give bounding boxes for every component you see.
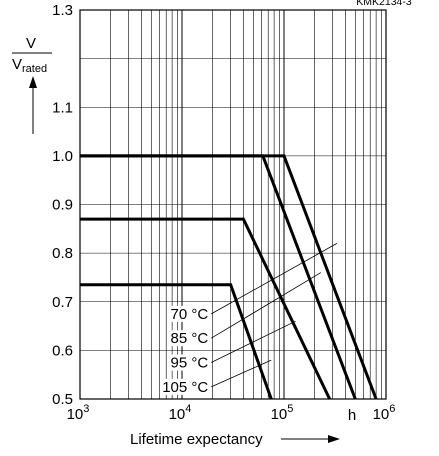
series-label: 85 °C [171, 330, 209, 347]
annotation-leader-line [211, 243, 338, 315]
x-tick-labels: 103 104 105 106 [67, 403, 396, 423]
series-line [80, 154, 378, 400]
y-tick-label: 0.5 [52, 391, 73, 408]
series-lines [80, 154, 378, 400]
y-tick-label: 1.1 [52, 99, 73, 116]
series-label-background [168, 305, 211, 322]
series-label-background [168, 330, 211, 347]
x-axis-title: Lifetime expectancy [130, 431, 263, 448]
series-label: 105 °C [162, 379, 208, 396]
grid-lines [79, 9, 386, 400]
y-tick-label: 1.3 [52, 2, 73, 19]
x-tick-label: 105 [271, 403, 294, 423]
x-axis-label: Lifetime expectancy [130, 431, 340, 448]
y-label-numerator: V [26, 35, 36, 52]
y-axis-arrow-icon [29, 76, 37, 134]
series-label: 95 °C [171, 355, 209, 372]
annotation-leader-line [211, 359, 272, 388]
plot-frame [79, 9, 387, 400]
y-axis-label: V Vrated [12, 35, 52, 134]
series-label: 70 °C [171, 306, 209, 323]
y-tick-label: 0.6 [52, 342, 73, 359]
y-tick-label: 0.8 [52, 245, 73, 262]
x-tick-label: 103 [67, 403, 90, 423]
y-tick-label: 0.9 [52, 197, 73, 214]
annotation-leader-line [211, 320, 296, 363]
series-line [80, 283, 273, 400]
x-tick-label: 106 [373, 403, 396, 423]
series-line [80, 154, 357, 400]
annotation-leader-line [211, 272, 322, 339]
y-label-denominator-subscript: rated [22, 63, 47, 75]
annotation-leaders [211, 243, 338, 388]
y-label-denominator: Vrated [12, 56, 47, 75]
y-label-denominator-base: V [12, 56, 22, 73]
y-tick-labels: 0.5 0.6 0.7 0.8 0.9 1.0 1.1 1.3 [52, 2, 73, 408]
series-label-background [160, 378, 211, 395]
x-tick-label: 104 [169, 403, 192, 423]
annotation-labels: 70 °C 85 °C 95 °C 105 °C [160, 305, 211, 396]
series-line [80, 217, 331, 400]
y-tick-label: 1.0 [52, 148, 73, 165]
chart-reference-code: KMK2134-3 [356, 0, 412, 8]
y-tick-label: 0.7 [52, 294, 73, 311]
x-axis-arrow-icon [281, 435, 340, 443]
series-label-background [168, 354, 211, 371]
x-unit-label: h [348, 407, 356, 424]
